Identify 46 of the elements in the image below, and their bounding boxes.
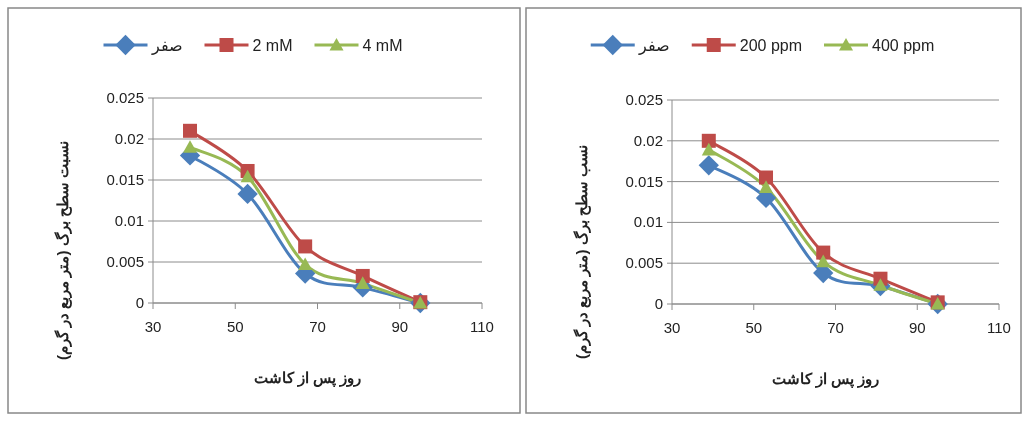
x-tick-label: 30 [663, 319, 681, 336]
point [873, 278, 888, 291]
x-tick-label: 30 [144, 318, 162, 335]
point [759, 170, 774, 185]
y-tick-label: 0.01 [633, 213, 663, 231]
point [240, 169, 255, 183]
point [701, 133, 716, 148]
x-axis-title: روز پس از کاشت [771, 370, 880, 389]
point [759, 180, 774, 193]
y-tick-label: 0.015 [106, 171, 144, 188]
y-tick-label: 0.005 [625, 254, 663, 272]
y-tick-label: 0.02 [114, 130, 144, 147]
x-tick-label: 70 [309, 318, 326, 335]
y-tick-label: 0.025 [625, 91, 663, 108]
point [237, 183, 258, 205]
point [298, 257, 313, 271]
point [701, 142, 716, 156]
x-tick-label: 90 [908, 319, 926, 336]
x-tick-label: 110 [470, 318, 494, 335]
y-axis-title: نسب سطح برگ (متر مربع در گرم) [573, 145, 591, 359]
x-axis-title: روز پس از کاشت [253, 369, 362, 388]
y-tick-label: 0.015 [625, 172, 663, 190]
legend-label: 400 ppm [872, 37, 935, 54]
x-tick-label: 50 [745, 319, 763, 336]
y-axis-title: نسبت سطح برگ (متر مربع در گرم) [54, 141, 72, 360]
y-tick-label: 0.025 [106, 89, 144, 106]
y-tick-label: 0.01 [114, 212, 144, 229]
y-tick-label: 0.02 [633, 131, 663, 149]
point [183, 140, 198, 153]
x-tick-label: 90 [391, 318, 409, 335]
y-tick-label: 0 [135, 294, 144, 311]
legend-label: 4 mM [362, 37, 403, 54]
legend-label: صفر [150, 37, 183, 55]
point [698, 155, 719, 176]
legend-label: 200 ppm [739, 37, 802, 54]
y-tick-label: 0 [654, 295, 663, 312]
point [298, 239, 313, 254]
point [816, 254, 831, 268]
x-tick-label: 50 [226, 318, 244, 335]
x-tick-label: 70 [827, 319, 844, 336]
legend-label: 2 mM [252, 37, 293, 54]
legend-label: صفر [637, 37, 670, 55]
x-tick-label: 110 [987, 319, 1011, 336]
point [816, 245, 831, 260]
point [183, 123, 198, 138]
y-tick-label: 0.005 [106, 253, 144, 270]
